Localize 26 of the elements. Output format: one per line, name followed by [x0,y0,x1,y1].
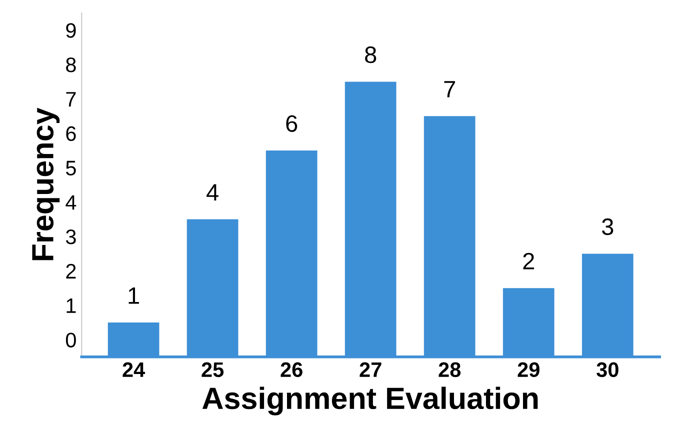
x-tick-label: 30 [596,362,618,378]
x-tick-label: 29 [518,362,540,378]
y-tick-label: 8 [66,58,76,72]
y-tick-label: 7 [66,92,76,106]
y-tick-label: 1 [66,298,76,313]
x-tick-label: 25 [202,362,224,378]
data-label: 8 [365,46,376,64]
x-tick-label: 28 [438,362,461,378]
data-label: 1 [128,287,139,304]
y-tick-label: 3 [66,230,76,244]
y-tick-label: 0 [66,332,76,348]
data-label: 7 [444,81,455,98]
y-tick-label: 2 [66,264,76,278]
data-label: 6 [286,115,298,132]
y-tick-label: 4 [66,195,76,210]
data-label: 2 [523,252,534,270]
y-tick-label: 6 [66,126,76,142]
x-tick-label: 27 [360,362,382,377]
x-axis-title: Assignment Evaluation [202,386,538,416]
x-tick-label: 24 [122,362,146,377]
x-tick-label: 26 [280,362,302,378]
y-tick-label: 9 [66,23,76,38]
data-label: 3 [602,218,614,236]
data-label: 4 [206,184,218,201]
y-tick-label: 5 [66,160,76,176]
y-axis-title: Frequency [32,108,60,260]
